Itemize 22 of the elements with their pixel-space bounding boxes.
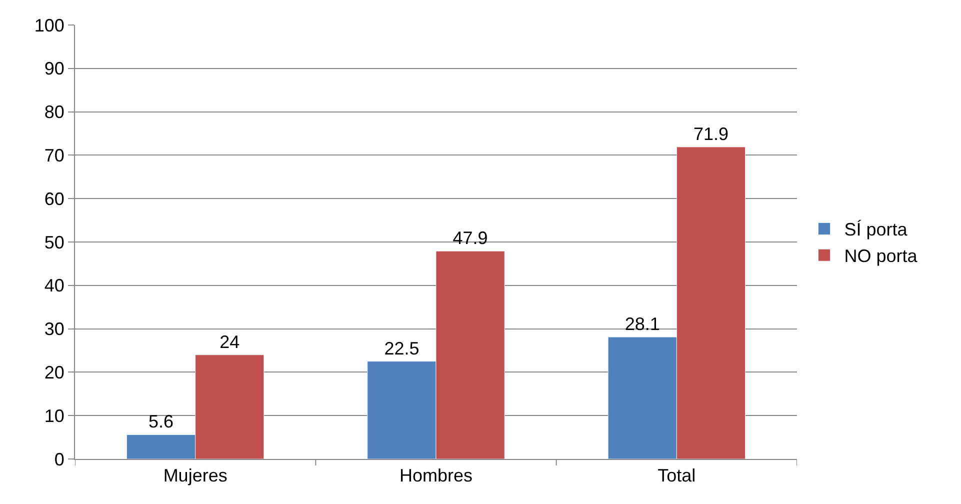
y-tick-label: 40 — [44, 276, 64, 296]
x-tick-label: Hombres — [399, 466, 473, 486]
y-tick-label: 100 — [34, 15, 64, 36]
y-tick-label: 0 — [54, 449, 64, 470]
y-tick-label: 20 — [44, 362, 64, 382]
y-tick-label: 90 — [44, 58, 64, 79]
y-tick-label: 70 — [44, 146, 64, 166]
y-tick-label: 80 — [44, 102, 64, 122]
y-tick-label: 60 — [44, 188, 64, 209]
y-tick-label: 10 — [44, 406, 64, 426]
data-label: 47.9 — [452, 228, 488, 248]
legend-label: NO porta — [844, 246, 918, 266]
x-tick-label: Mujeres — [163, 466, 228, 486]
legend-label: SÍ porta — [844, 220, 908, 240]
data-label: 24 — [220, 332, 240, 352]
y-tick-label: 50 — [44, 232, 64, 252]
x-tick-label: Total — [658, 466, 696, 486]
data-label: 28.1 — [624, 314, 660, 334]
data-label: 5.6 — [148, 412, 174, 432]
data-label: 71.9 — [693, 124, 728, 144]
y-tick-label: 30 — [44, 319, 64, 340]
data-label: 22.5 — [384, 338, 420, 358]
